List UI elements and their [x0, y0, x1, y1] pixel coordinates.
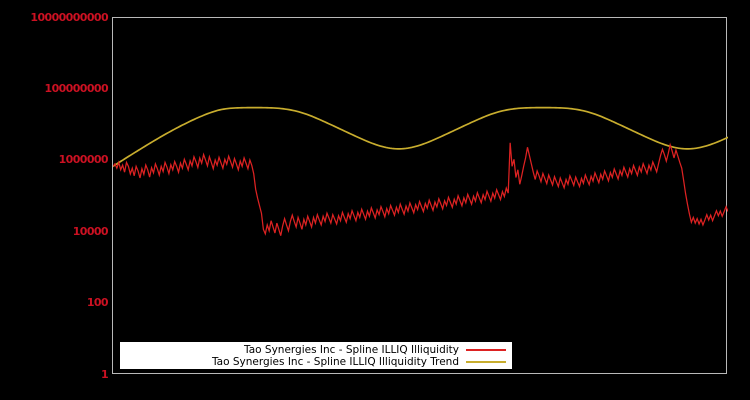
legend-label-trend: Tao Synergies Inc - Spline ILLIQ Illiqui…	[211, 355, 459, 368]
y-tick-label: 1	[100, 367, 109, 381]
legend-entry-trend: Tao Synergies Inc - Spline ILLIQ Illiqui…	[120, 356, 506, 368]
y-tick-label: 10000000000	[30, 10, 108, 24]
y-tick-label: 10000	[72, 224, 109, 238]
series-line-illiq	[113, 142, 728, 236]
legend-label-illiq: Tao Synergies Inc - Spline ILLIQ Illiqui…	[244, 343, 459, 356]
y-tick-label: 1000000	[58, 153, 109, 167]
plot-canvas	[113, 106, 728, 236]
legend-swatch-illiq	[466, 348, 506, 351]
y-tick-label: 100000000	[44, 81, 109, 95]
chart-legend: Tao Synergies Inc - Spline ILLIQ Illiqui…	[120, 342, 512, 369]
legend-swatch-trend	[466, 360, 506, 363]
y-axis: 1 100 10000 1000000 100000000 10000000000	[0, 0, 108, 400]
series-line-trend	[113, 106, 728, 168]
legend-entry-illiq: Tao Synergies Inc - Spline ILLIQ Illiqui…	[120, 344, 506, 356]
plot-area	[112, 17, 728, 374]
y-tick-label: 100	[86, 296, 109, 310]
